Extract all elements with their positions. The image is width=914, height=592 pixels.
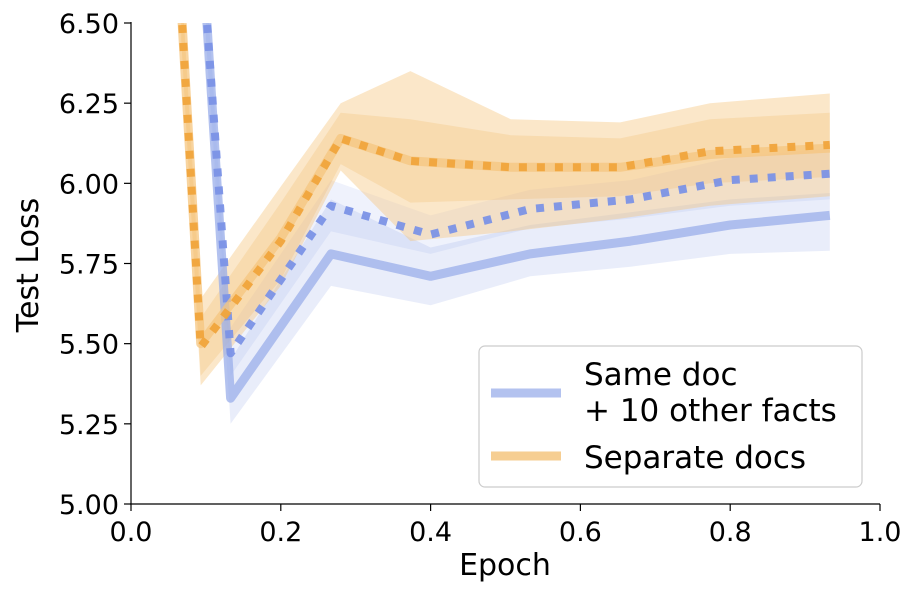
x-tick-label: 0.4 bbox=[409, 517, 452, 548]
y-tick-label: 6.00 bbox=[59, 169, 119, 200]
band-series-0 bbox=[205, 23, 830, 424]
legend: Same doc + 10 other facts Separate docs bbox=[478, 345, 863, 488]
y-ticks: 5.00 5.25 5.50 5.75 6.00 6.25 6.50 bbox=[59, 9, 131, 521]
legend-frame bbox=[478, 345, 863, 488]
x-tick-label: 0.6 bbox=[559, 517, 602, 548]
legend-label-same-doc-line2: + 10 other facts bbox=[584, 393, 837, 429]
line-series-2 bbox=[177, 23, 831, 349]
band-series-2 bbox=[181, 23, 830, 386]
band-series-3 bbox=[181, 23, 830, 376]
line-series-0 bbox=[202, 23, 831, 403]
confidence-bands bbox=[181, 23, 830, 424]
y-tick-label: 5.00 bbox=[59, 490, 119, 521]
y-tick-label: 6.50 bbox=[59, 9, 119, 40]
y-axis-label: Test Loss bbox=[11, 198, 46, 333]
x-tick-label: 0.0 bbox=[110, 517, 153, 548]
y-tick-label: 5.50 bbox=[59, 330, 119, 361]
band-series-1 bbox=[205, 23, 830, 376]
x-tick-label: 0.2 bbox=[259, 517, 302, 548]
y-tick-label: 5.25 bbox=[59, 410, 119, 441]
legend-label-separate-docs: Separate docs bbox=[584, 440, 806, 476]
x-tick-label: 0.8 bbox=[709, 517, 752, 548]
legend-label-same-doc-line1: Same doc bbox=[584, 357, 738, 393]
x-axis-label: Epoch bbox=[459, 548, 551, 583]
x-ticks: 0.0 0.2 0.4 0.6 0.8 1.0 bbox=[110, 504, 902, 548]
y-tick-label: 5.75 bbox=[59, 250, 119, 281]
line-series-3 bbox=[178, 23, 831, 351]
x-tick-label: 1.0 bbox=[859, 517, 902, 548]
series-lines bbox=[177, 23, 831, 403]
y-tick-label: 6.25 bbox=[59, 89, 119, 120]
